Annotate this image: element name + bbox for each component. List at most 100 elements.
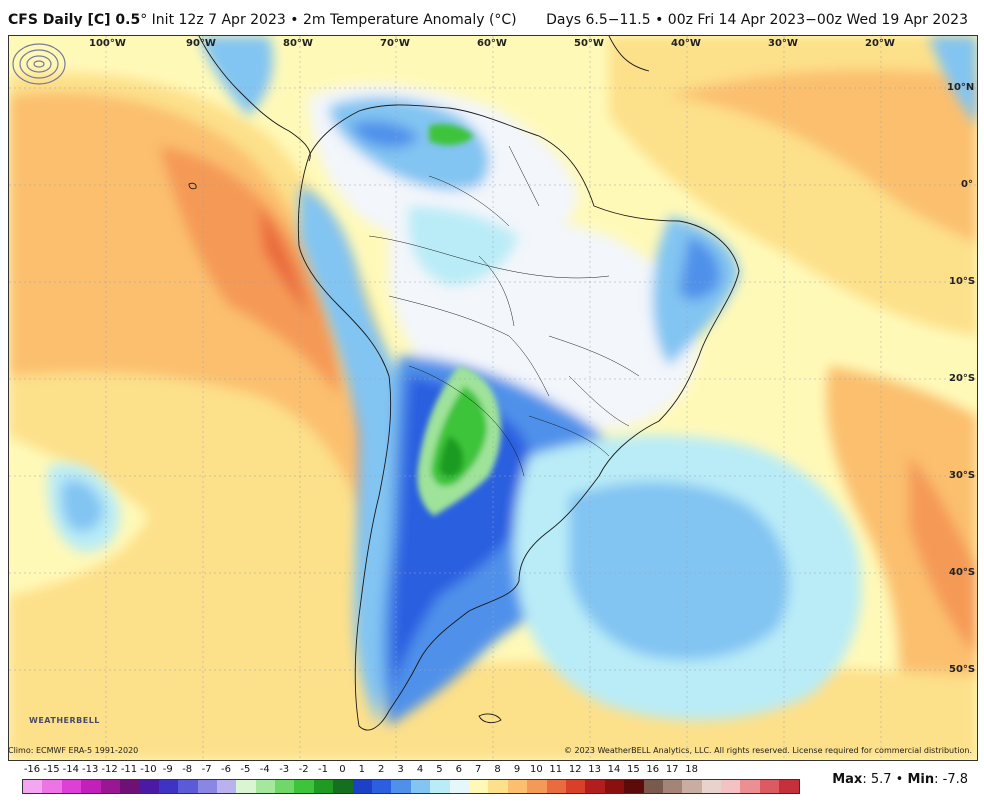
colorbar-tick-label: 6	[455, 764, 462, 775]
colorbar-swatch	[197, 780, 217, 793]
colorbar-tick-label: 2	[378, 764, 385, 775]
colorbar-swatch	[275, 780, 295, 793]
galapagos-islands	[188, 182, 197, 190]
stats-separator: •	[891, 772, 908, 787]
map-panel[interactable]: 100°W 90°W 80°W 70°W 60°W 50°W 40°W 30°W…	[8, 35, 978, 761]
colorbar-tick-label: 16	[646, 764, 660, 775]
colorbar-tick-label: 1	[358, 764, 365, 775]
lat-label-10n: 10°N	[947, 82, 975, 93]
lat-label-10s: 10°S	[949, 276, 976, 287]
title-bar: CFS Daily [C] 0.5° Init 12z 7 Apr 2023 •…	[0, 0, 984, 34]
country-borders	[368, 145, 640, 477]
colorbar-swatch	[100, 780, 120, 793]
colorbar-swatch	[449, 780, 469, 793]
lat-label-40s: 40°S	[949, 567, 976, 578]
colorbar-swatch	[779, 780, 799, 793]
colorbar-tick-label: 13	[588, 764, 601, 775]
colorbar-tick-label: -13	[82, 764, 99, 775]
colorbar-swatch	[527, 780, 547, 793]
colorbar-tick-label: -11	[120, 764, 138, 775]
lat-label-30s: 30°S	[949, 470, 976, 481]
colorbar-swatch	[410, 780, 431, 793]
max-value: : 5.7	[862, 772, 892, 787]
lat-label-0: 0°	[961, 179, 973, 190]
colorbar-swatch	[565, 780, 586, 793]
min-label: Min	[907, 772, 935, 787]
colorbar-tick-label: -4	[259, 764, 270, 775]
climo-note: Climo: ECMWF ERA-5 1991-2020	[8, 746, 139, 755]
colorbar-swatch	[585, 780, 605, 793]
colorbar-labels: -16 -15 -14 -13 -12 -11 -10 -9 -8 -7 -6 -5 -4 -3 -2 -1 0…	[22, 764, 722, 778]
colorbar-tick-label: -15	[43, 764, 60, 775]
colorbar-swatch	[662, 780, 683, 793]
colorbar-tick-label: 8	[494, 764, 501, 775]
lon-label-60w: 60°W	[477, 38, 507, 49]
max-min-stats: Max: 5.7 • Min: -7.8	[832, 772, 968, 787]
colorbar-tick-label: 5	[436, 764, 443, 775]
logo-text: WEATHERBELL	[29, 716, 100, 725]
colorbar-tick-label: -10	[140, 764, 157, 775]
valid-period: Days 6.5−11.5 • 00z Fri 14 Apr 2023−00z …	[546, 12, 968, 28]
lat-label-20s: 20°S	[949, 373, 976, 384]
lon-label-20w: 20°W	[865, 38, 895, 49]
lon-label-80w: 80°W	[283, 38, 313, 49]
colorbar-tick-label: 18	[685, 764, 698, 775]
colorbar-tick-label: -1	[318, 764, 328, 775]
colorbar-swatch	[23, 780, 43, 793]
colorbar-swatch	[158, 780, 179, 793]
colorbar-swatch	[643, 780, 663, 793]
colorbar-swatches	[22, 779, 800, 794]
central-america-coastline	[198, 36, 311, 162]
lon-label-30w: 30°W	[768, 38, 798, 49]
colorbar-tick-label: -14	[62, 764, 79, 775]
colorbar-swatch	[294, 780, 314, 793]
colorbar-tick-label: -3	[279, 764, 290, 775]
colorbar-swatch	[139, 780, 159, 793]
colorbar-tick-label: 10	[530, 764, 543, 775]
colorbar-swatch	[430, 780, 450, 793]
colorbar-swatch	[546, 780, 566, 793]
colorbar-tick-label: -6	[221, 764, 231, 775]
colorbar-swatch	[119, 780, 140, 793]
colorbar-swatch	[216, 780, 237, 793]
colorbar-tick-label: 9	[513, 764, 521, 775]
degree-symbol: °	[140, 12, 148, 28]
colorbar-tick-label: 7	[475, 764, 482, 775]
colorbar-swatch	[507, 780, 528, 793]
min-value: : -7.8	[934, 772, 968, 787]
colorbar-swatch	[333, 780, 353, 793]
caribbean-coast	[608, 36, 650, 72]
field-name: 2m Temperature Anomaly (°C)	[302, 12, 517, 28]
colorbar-tick-label: 14	[607, 764, 621, 775]
colorbar-swatch	[488, 780, 508, 793]
colorbar-tick-label: -5	[240, 764, 251, 775]
model-name: CFS Daily [C] 0.5	[8, 12, 141, 28]
lon-label-50w: 50°W	[574, 38, 604, 49]
colorbar-tick-label: -16	[23, 764, 41, 775]
title-separator: •	[290, 12, 299, 28]
south-america-coastline	[297, 104, 740, 731]
max-label: Max	[832, 772, 863, 787]
colorbar-swatch	[178, 780, 198, 793]
colorbar-tick-label: 15	[627, 764, 640, 775]
colorbar-swatch	[313, 780, 334, 793]
colorbar-tick-label: -9	[162, 764, 173, 775]
colorbar-swatch	[61, 780, 82, 793]
colorbar-tick-label: 4	[416, 764, 424, 775]
colorbar-tick-label: -12	[101, 764, 118, 775]
colorbar-swatch	[468, 780, 489, 793]
colorbar-swatch	[81, 780, 101, 793]
colorbar-swatch	[372, 780, 392, 793]
lon-label-90w: 90°W	[186, 38, 216, 49]
colorbar-swatch	[42, 780, 62, 793]
colorbar-swatch	[352, 780, 373, 793]
lon-label-70w: 70°W	[380, 38, 410, 49]
colorbar-tick-label: 17	[665, 764, 679, 775]
colorbar-tick-label: 0	[339, 764, 346, 775]
colorbar-tick-label: -8	[182, 764, 193, 775]
colorbar: -16 -15 -14 -13 -12 -11 -10 -9 -8 -7 -6 -5 -4 -3 -2 -1 0…	[22, 764, 800, 804]
graticule	[9, 36, 977, 760]
green-anomaly-core	[417, 124, 501, 516]
cool-anomaly-fields	[47, 36, 977, 726]
colorbar-tick-label: 3	[397, 764, 404, 775]
